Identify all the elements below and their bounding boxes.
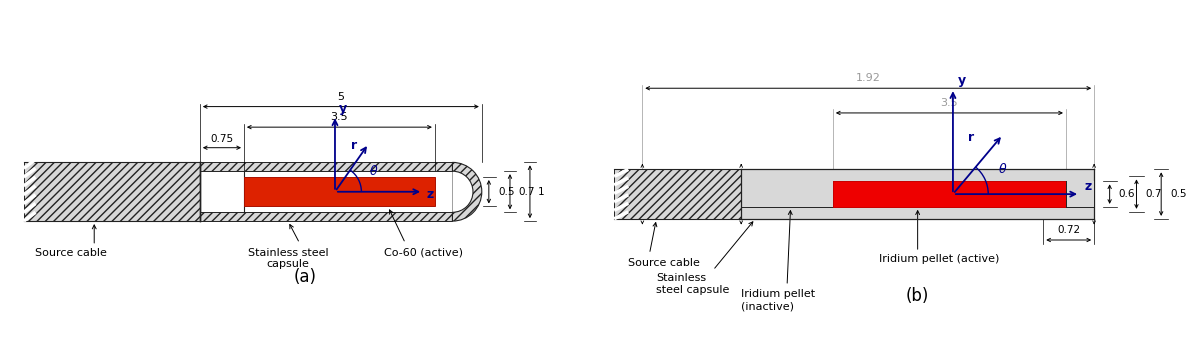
Text: 0.6: 0.6 [1118, 189, 1135, 199]
Text: Stainless steel
capsule: Stainless steel capsule [247, 248, 329, 269]
Text: (b): (b) [906, 288, 929, 306]
Text: 0.7: 0.7 [518, 187, 535, 197]
Text: 0.75: 0.75 [210, 134, 234, 144]
Bar [742, 181, 833, 207]
Bar [833, 181, 1066, 207]
Text: θ: θ [371, 165, 378, 178]
Text: Source cable: Source cable [35, 248, 107, 257]
Text: Co-60 (active): Co-60 (active) [384, 248, 462, 257]
Text: (a): (a) [294, 268, 317, 286]
Text: Stainless
steel capsule: Stainless steel capsule [656, 273, 730, 295]
Text: Iridium pellet (active): Iridium pellet (active) [878, 254, 1000, 264]
Wedge shape [452, 171, 473, 212]
Bar [742, 181, 1094, 207]
Text: Iridium pellet
(inactive): Iridium pellet (inactive) [742, 289, 815, 311]
Text: 0.5: 0.5 [498, 187, 515, 197]
Wedge shape [452, 162, 481, 221]
Text: z: z [1085, 180, 1092, 193]
Bar [200, 171, 452, 212]
Bar [742, 207, 1094, 219]
Text: 1: 1 [538, 187, 545, 197]
Text: 1.92: 1.92 [856, 73, 881, 83]
Text: r: r [352, 139, 358, 153]
Text: Source cable: Source cable [629, 258, 700, 267]
Bar [244, 177, 434, 206]
Text: 0.72: 0.72 [1057, 225, 1080, 235]
Text: 5: 5 [337, 93, 344, 103]
Bar [200, 162, 452, 221]
Text: 0.7: 0.7 [1146, 189, 1162, 199]
Text: 3.5: 3.5 [941, 98, 959, 108]
Text: 0.5: 0.5 [1170, 189, 1187, 199]
Text: 3.5: 3.5 [330, 112, 348, 122]
Text: r: r [968, 131, 974, 144]
Text: y: y [958, 74, 966, 87]
Bar [614, 170, 742, 219]
Text: z: z [426, 188, 434, 201]
Text: y: y [338, 103, 347, 116]
Bar [742, 170, 1094, 181]
Bar [1066, 181, 1094, 207]
Bar [24, 162, 200, 221]
Text: θ: θ [998, 163, 1007, 176]
